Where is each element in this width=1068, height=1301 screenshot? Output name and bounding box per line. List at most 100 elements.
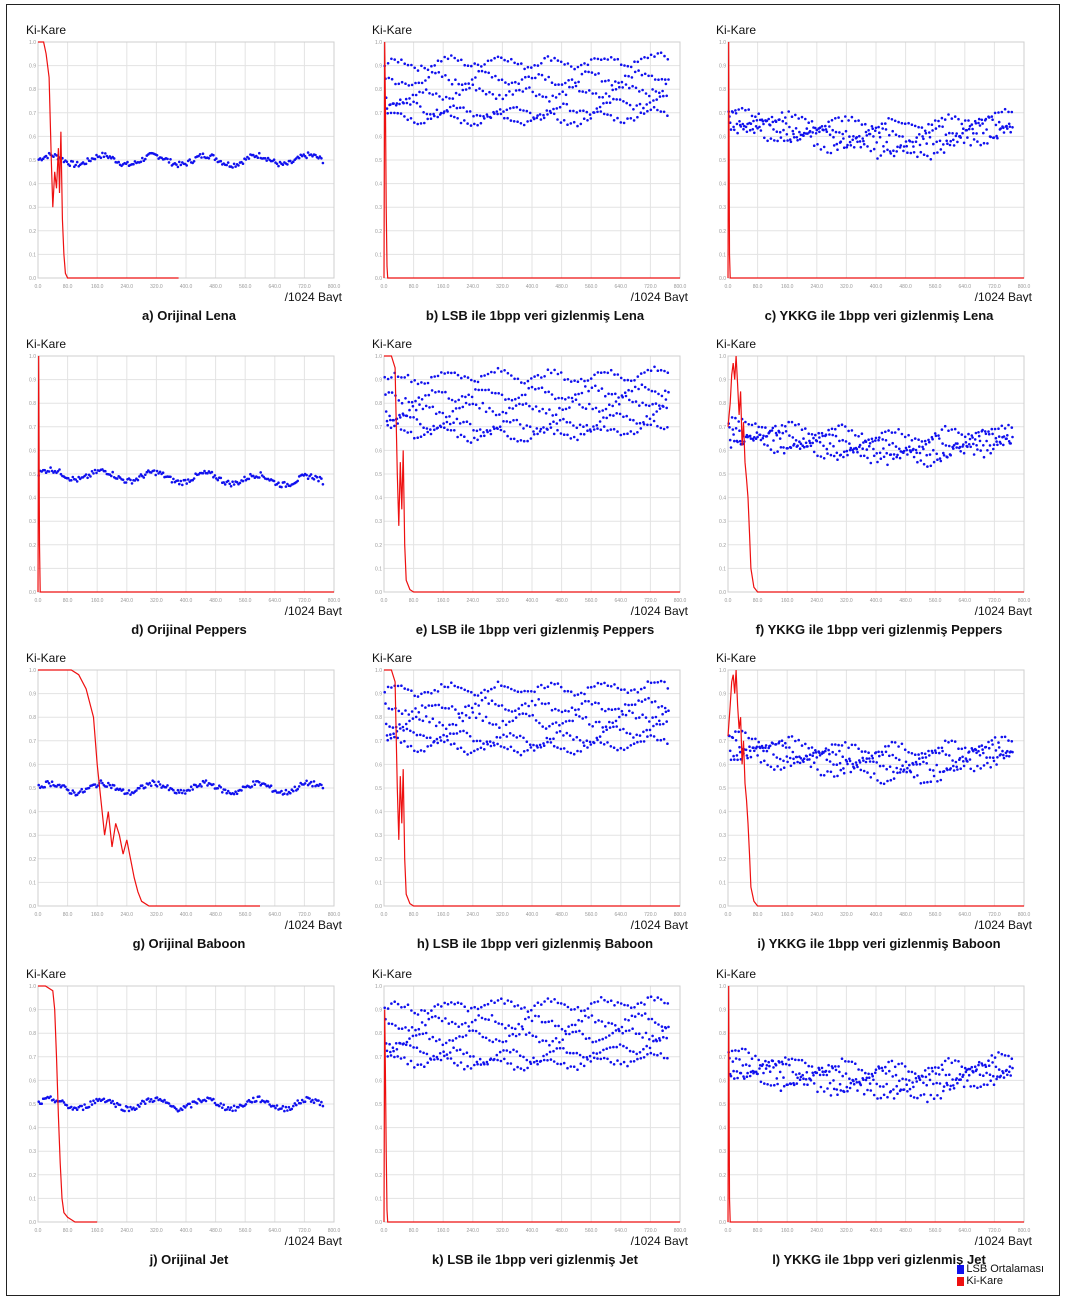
lsb-point xyxy=(389,733,392,736)
lsb-point xyxy=(916,460,919,464)
lsb-point xyxy=(557,396,560,400)
lsb-point xyxy=(460,376,463,380)
lsb-point xyxy=(560,83,564,86)
lsb-point xyxy=(616,748,619,752)
lsb-point xyxy=(561,1038,564,1041)
lsb-point xyxy=(847,429,850,433)
lsb-point xyxy=(546,113,549,116)
lsb-point xyxy=(68,164,72,167)
lsb-point xyxy=(872,147,876,151)
lsb-point xyxy=(611,88,614,92)
lsb-point xyxy=(543,375,546,378)
lsb-point xyxy=(844,440,848,443)
lsb-point xyxy=(819,148,823,151)
lsb-point xyxy=(893,119,897,123)
lsb-point xyxy=(967,432,970,436)
lsb-point xyxy=(477,69,480,73)
lsb-point xyxy=(667,1025,670,1029)
lsb-point xyxy=(546,1059,549,1062)
lsb-point xyxy=(93,157,97,161)
lsb-point xyxy=(985,1071,988,1075)
lsb-point xyxy=(786,447,789,450)
lsb-point xyxy=(846,143,849,147)
lsb-point xyxy=(289,791,292,795)
lsb-point xyxy=(966,136,969,139)
lsb-point xyxy=(524,1017,527,1021)
x-tick-label: 400.0 xyxy=(870,598,883,604)
lsb-point xyxy=(647,388,650,391)
lsb-point xyxy=(588,740,592,744)
lsb-point xyxy=(919,459,923,462)
lsb-point xyxy=(530,66,533,69)
lsb-point xyxy=(508,732,512,735)
y-tick-label: 0.5 xyxy=(719,786,726,792)
lsb-point xyxy=(729,128,733,131)
lsb-point xyxy=(623,391,627,394)
lsb-point xyxy=(788,434,791,437)
lsb-point xyxy=(614,88,618,91)
lsb-point xyxy=(114,1105,117,1109)
lsb-point xyxy=(859,454,863,458)
lsb-point xyxy=(480,65,483,68)
lsb-point xyxy=(632,119,636,122)
y-tick-label: 0.3 xyxy=(719,205,726,211)
lsb-point xyxy=(1007,739,1010,742)
lsb-point xyxy=(512,749,516,752)
lsb-point xyxy=(321,483,325,486)
lsb-point xyxy=(868,760,872,763)
lsb-point xyxy=(411,717,415,720)
lsb-point xyxy=(93,783,97,786)
lsb-point xyxy=(603,57,606,60)
lsb-point xyxy=(597,389,600,392)
lsb-point xyxy=(772,439,775,442)
lsb-point xyxy=(386,62,390,65)
lsb-point xyxy=(666,1002,670,1005)
lsb-point xyxy=(1002,131,1006,134)
lsb-point xyxy=(434,724,438,728)
lsb-point xyxy=(438,721,441,724)
lsb-point xyxy=(467,82,470,85)
lsb-point xyxy=(765,1064,769,1067)
lsb-point xyxy=(1009,130,1012,134)
lsb-point xyxy=(908,1087,912,1091)
lsb-point xyxy=(932,1082,935,1086)
lsb-point xyxy=(994,436,998,440)
lsb-point xyxy=(800,1058,804,1062)
lsb-point xyxy=(939,1097,943,1100)
lsb-point xyxy=(940,428,944,431)
lsb-point xyxy=(902,145,906,148)
lsb-point xyxy=(659,368,663,372)
x-axis-label: /1024 Bayt xyxy=(631,1234,689,1246)
lsb-point xyxy=(540,376,543,379)
lsb-point xyxy=(1003,427,1007,430)
lsb-point xyxy=(610,84,614,87)
lsb-point xyxy=(529,746,533,749)
lsb-point xyxy=(576,438,579,442)
lsb-point xyxy=(305,779,308,783)
lsb-point xyxy=(586,429,589,432)
lsb-point xyxy=(247,157,251,160)
lsb-point xyxy=(666,114,669,117)
lsb-point xyxy=(420,381,423,384)
lsb-point xyxy=(974,748,978,752)
x-tick-label: 720.0 xyxy=(988,1228,1001,1234)
lsb-point xyxy=(972,453,976,456)
lsb-point xyxy=(731,1060,735,1063)
lsb-point xyxy=(592,425,595,428)
lsb-point xyxy=(454,91,458,95)
x-tick-label: 160.0 xyxy=(781,598,794,604)
lsb-point xyxy=(808,758,811,761)
lsb-point xyxy=(390,57,393,61)
lsb-point xyxy=(498,736,502,739)
lsb-point xyxy=(632,418,635,422)
lsb-point xyxy=(102,1097,106,1101)
y-tick-label: 0.1 xyxy=(375,566,382,572)
lsb-point xyxy=(638,102,642,106)
lsb-point xyxy=(413,121,416,124)
lsb-point xyxy=(781,431,785,435)
lsb-point xyxy=(645,415,648,418)
y-tick-label: 0.0 xyxy=(29,276,36,282)
lsb-point xyxy=(499,428,503,432)
lsb-point xyxy=(428,406,431,409)
lsb-point xyxy=(967,1073,971,1077)
